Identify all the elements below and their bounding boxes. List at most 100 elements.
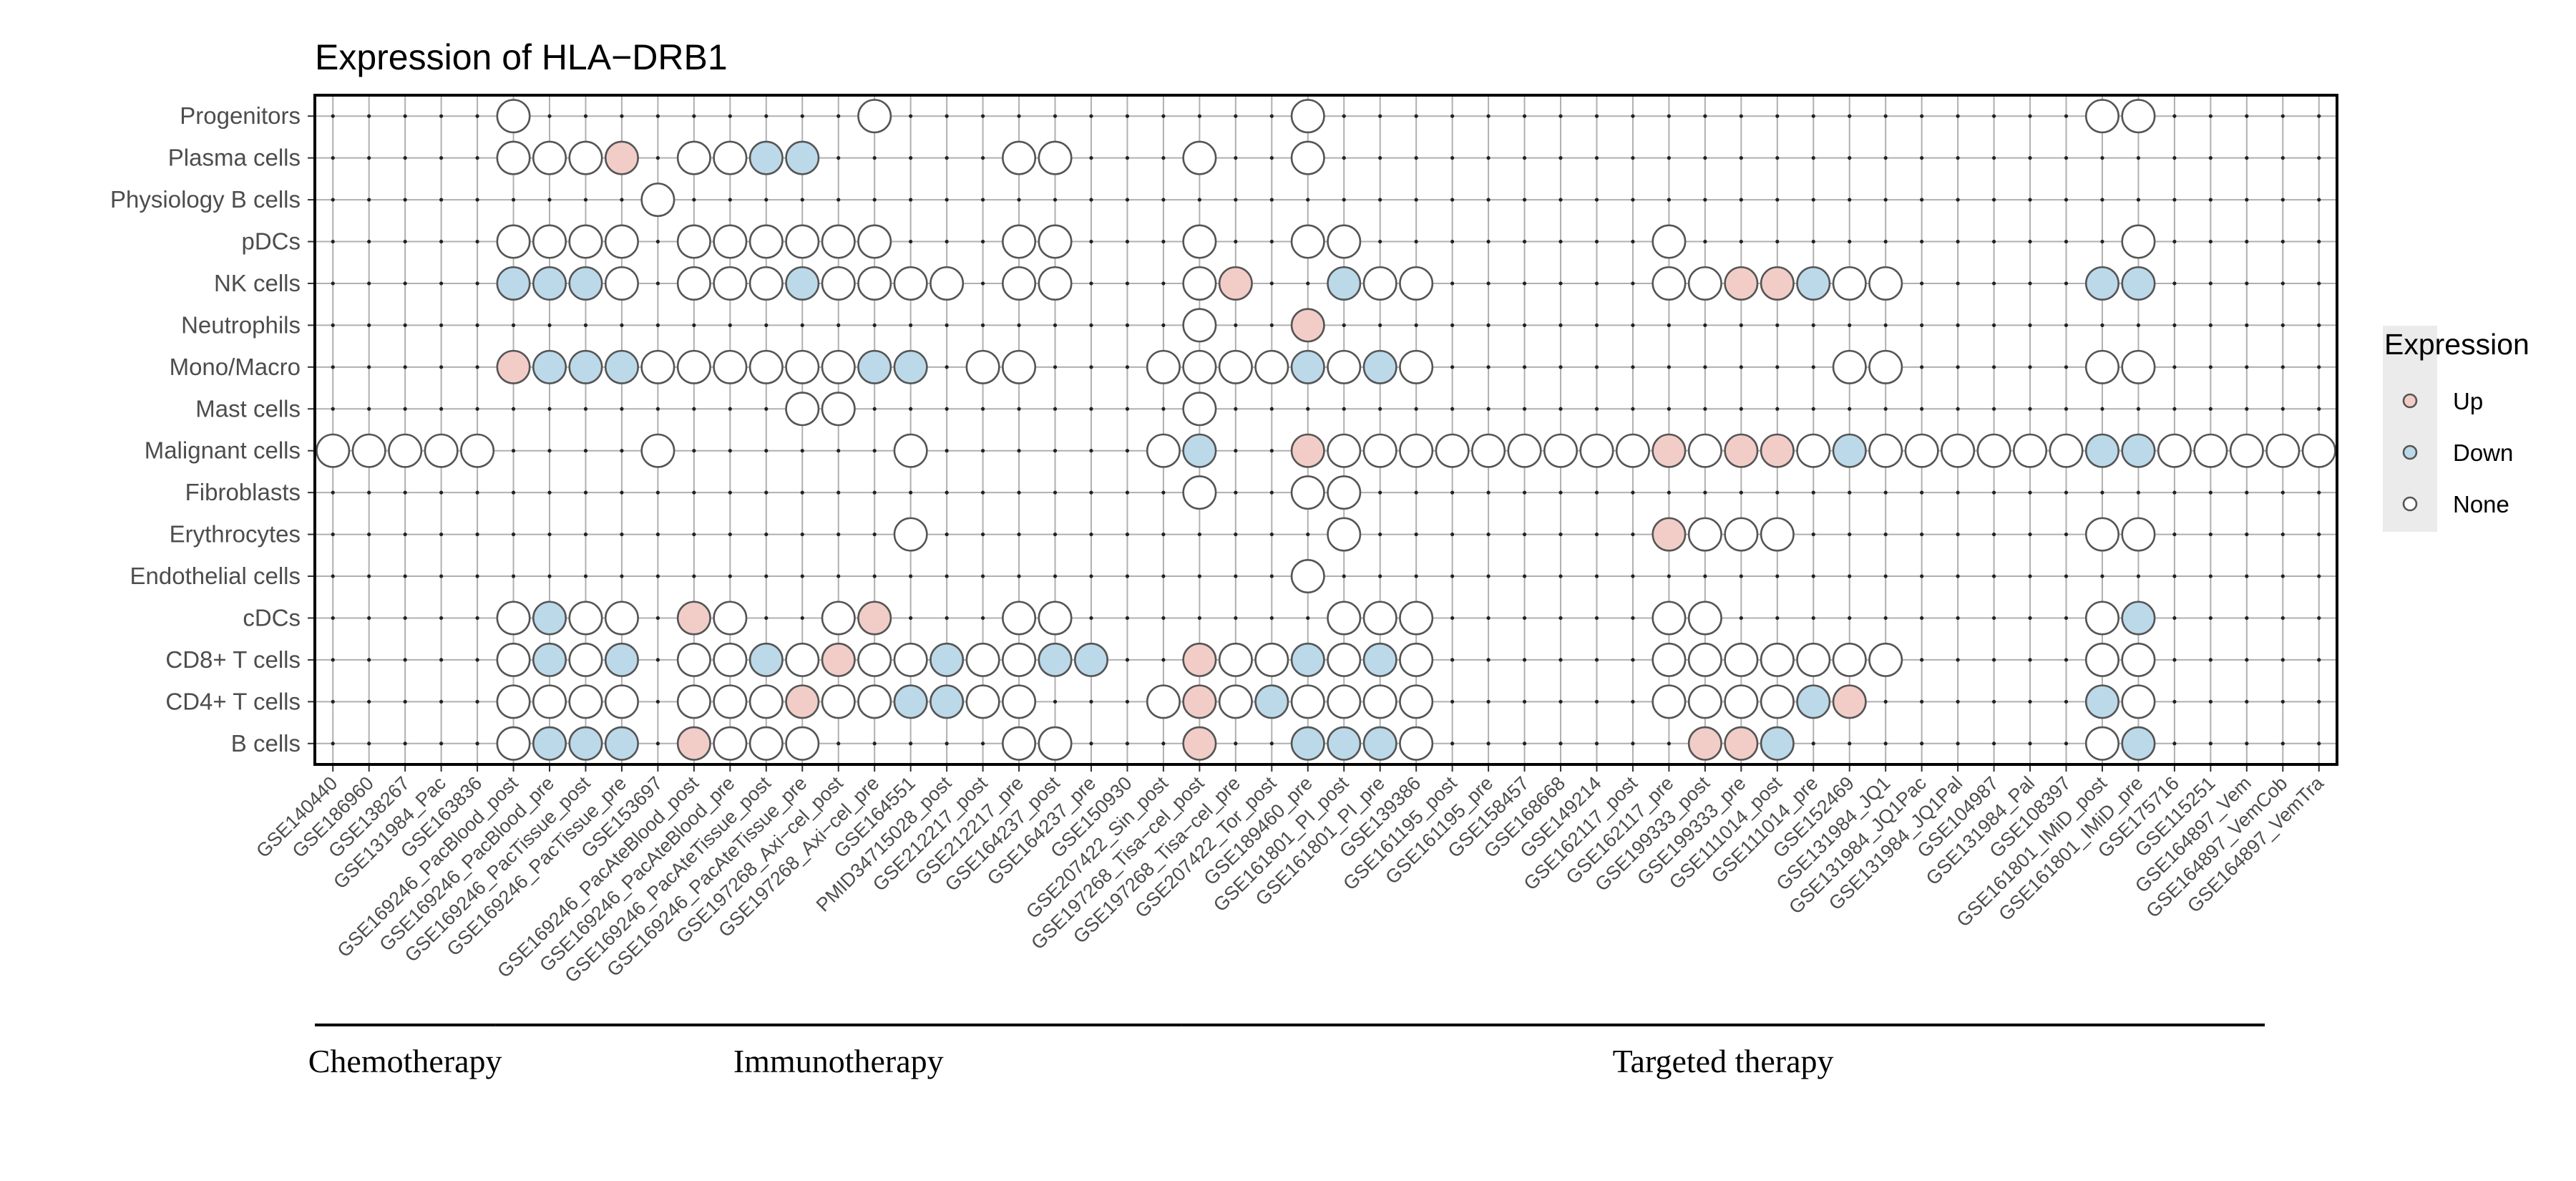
grid-point bbox=[583, 449, 588, 453]
grid-point bbox=[367, 490, 371, 495]
grid-point bbox=[1667, 490, 1672, 495]
grid-point bbox=[1883, 742, 1888, 746]
grid-point bbox=[475, 281, 479, 286]
grid-point bbox=[1920, 156, 1924, 160]
grid-point bbox=[1956, 616, 1960, 621]
grid-point bbox=[1631, 198, 1635, 202]
dot-malignant-cells-48-none bbox=[2049, 433, 2084, 468]
dot-b-cells-12-none bbox=[748, 726, 784, 761]
grid-point bbox=[331, 239, 335, 244]
grid-point bbox=[1125, 449, 1130, 453]
grid-point bbox=[2172, 574, 2177, 578]
grid-point bbox=[909, 742, 913, 746]
grid-point bbox=[1269, 281, 1274, 286]
grid-point bbox=[655, 532, 660, 537]
row-label-cd8-t-cells: CD8+ T cells bbox=[165, 646, 301, 673]
grid-point bbox=[1234, 114, 1238, 118]
grid-point bbox=[1161, 407, 1166, 411]
grid-point bbox=[331, 365, 335, 369]
grid-point bbox=[836, 114, 841, 118]
grid-point bbox=[764, 198, 769, 202]
grid-point bbox=[2172, 156, 2177, 160]
row-label-cd4-t-cells: CD4+ T cells bbox=[165, 688, 301, 714]
grid-point bbox=[909, 574, 913, 578]
grid-point bbox=[2028, 239, 2032, 244]
grid-point bbox=[1811, 742, 1815, 746]
dot-pdcs-10-none bbox=[676, 224, 711, 259]
dot-cdcs-5-none bbox=[496, 601, 531, 636]
grid-point bbox=[2208, 532, 2212, 537]
grid-point bbox=[1811, 574, 1815, 578]
col-labels: GSE140440GSE186960GSE138267GSE131984_Pac… bbox=[252, 772, 2328, 986]
grid-point bbox=[1811, 490, 1815, 495]
grid-point bbox=[1594, 281, 1599, 286]
dot-cd4-t-cells-28-none bbox=[1327, 684, 1362, 719]
grid-point bbox=[1667, 198, 1672, 202]
grid-point bbox=[1920, 658, 1924, 662]
grid-point bbox=[475, 239, 479, 244]
dot-cdcs-8-none bbox=[604, 601, 639, 636]
grid-point bbox=[1161, 532, 1166, 537]
dot-cd8-t-cells-37-none bbox=[1652, 642, 1687, 677]
grid-point bbox=[1558, 365, 1563, 369]
dot-cdcs-20-none bbox=[1038, 601, 1073, 636]
grid-point bbox=[2208, 742, 2212, 746]
grid-point bbox=[1594, 574, 1599, 578]
grid-point bbox=[511, 407, 516, 411]
grid-point bbox=[1631, 658, 1635, 662]
grid-point bbox=[1053, 490, 1058, 495]
dot-cd8-t-cells-5-none bbox=[496, 642, 531, 677]
grid-point bbox=[1631, 156, 1635, 160]
dot-nk-cells-25-up bbox=[1218, 266, 1253, 301]
row-label-cdcs: cDCs bbox=[243, 604, 301, 631]
grid-point bbox=[2064, 658, 2069, 662]
grid-point bbox=[2064, 490, 2069, 495]
grid-point bbox=[1991, 156, 1996, 160]
dot-cd4-t-cells-14-none bbox=[821, 684, 856, 719]
dot-cd8-t-cells-27-down bbox=[1290, 642, 1325, 677]
grid-point bbox=[403, 407, 407, 411]
dot-mono-macro-29-down bbox=[1362, 349, 1397, 384]
dot-cd4-t-cells-29-none bbox=[1362, 684, 1397, 719]
grid-point bbox=[1956, 532, 1960, 537]
dot-b-cells-11-none bbox=[713, 726, 748, 761]
grid-point bbox=[2064, 323, 2069, 328]
row-label-erythrocytes: Erythrocytes bbox=[170, 521, 301, 548]
grid-point bbox=[945, 114, 949, 118]
dot-fibroblasts-28-none bbox=[1327, 475, 1362, 510]
grid-point bbox=[1269, 198, 1274, 202]
grid-point bbox=[1522, 574, 1527, 578]
dot-erythrocytes-37-up bbox=[1652, 517, 1687, 552]
grid-point bbox=[2208, 156, 2212, 160]
grid-point bbox=[1848, 114, 1852, 118]
dot-cd4-t-cells-37-none bbox=[1652, 684, 1687, 719]
dot-cd8-t-cells-38-none bbox=[1687, 642, 1722, 677]
grid-point bbox=[1775, 239, 1780, 244]
grid-point bbox=[1739, 323, 1743, 328]
grid-point bbox=[1125, 114, 1130, 118]
grid-point bbox=[1739, 490, 1743, 495]
grid-point bbox=[655, 742, 660, 746]
grid-point bbox=[1956, 407, 1960, 411]
grid-point bbox=[331, 156, 335, 160]
dot-mono-macro-27-down bbox=[1290, 349, 1325, 384]
dot-malignant-cells-38-none bbox=[1687, 433, 1722, 468]
grid-point bbox=[331, 490, 335, 495]
dot-malignant-cells-3-none bbox=[424, 433, 459, 468]
dot-mono-macro-16-down bbox=[893, 349, 928, 384]
grid-point bbox=[1486, 323, 1491, 328]
grid-point bbox=[2245, 239, 2249, 244]
grid-point bbox=[2028, 365, 2032, 369]
grid-point bbox=[945, 407, 949, 411]
grid-point bbox=[1053, 323, 1058, 328]
grid-point bbox=[2172, 198, 2177, 202]
grid-point bbox=[1991, 239, 1996, 244]
grid-point bbox=[1234, 198, 1238, 202]
grid-point bbox=[872, 574, 877, 578]
grid-point bbox=[2136, 323, 2141, 328]
grid-point bbox=[2136, 156, 2141, 160]
dot-malignant-cells-51-none bbox=[2157, 433, 2192, 468]
dot-malignant-cells-35-none bbox=[1579, 433, 1614, 468]
dot-plasma-cells-7-none bbox=[568, 140, 603, 175]
dot-nk-cells-49-down bbox=[2084, 266, 2119, 301]
